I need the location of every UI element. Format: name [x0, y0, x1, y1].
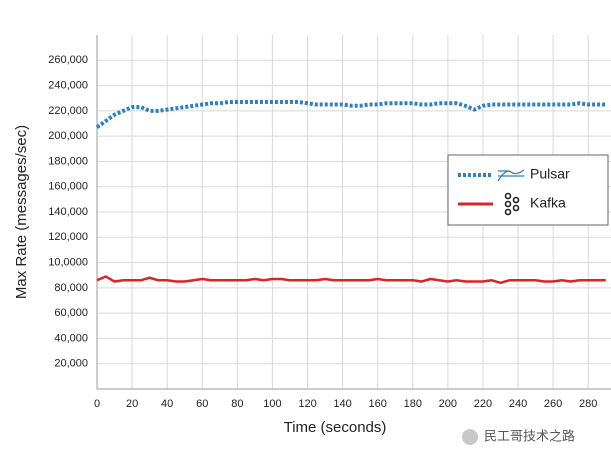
legend-box	[447, 154, 609, 226]
x-tick-label: 180	[404, 398, 422, 410]
x-tick-label: 160	[369, 398, 387, 410]
x-tick-label: 200	[439, 398, 457, 410]
legend-label: Pulsar	[530, 166, 570, 182]
y-tick-label: 160,000	[48, 181, 88, 193]
y-tick-label: 140,000	[48, 206, 88, 218]
y-tick-label: 20,000	[54, 358, 88, 370]
y-tick-label: 200,000	[48, 130, 88, 142]
y-tick-label: 180,000	[48, 155, 88, 167]
watermark-icon	[462, 429, 478, 445]
series	[95, 100, 606, 285]
legend: Pulsar Kafka	[447, 154, 609, 226]
x-tick-label: 100	[263, 398, 281, 410]
legend-icon	[497, 169, 525, 182]
x-axis-title: Time (seconds)	[284, 419, 387, 436]
x-tick-label: 140	[333, 398, 351, 410]
y-tick-label: 10,0000	[48, 256, 88, 268]
legend-icon	[504, 192, 520, 216]
y-tick-label: 80,000	[54, 282, 88, 294]
y-tick-label: 240,000	[48, 79, 88, 91]
series-line	[95, 100, 606, 129]
x-tick-label: 120	[298, 398, 316, 410]
watermark: 民工哥技术之路	[484, 428, 575, 443]
x-tick-label: 0	[94, 398, 100, 410]
legend-label: Kafka	[530, 195, 566, 211]
y-axis-title: Max Rate (messages/sec)	[13, 125, 30, 299]
y-tick-label: 260,000	[48, 54, 88, 66]
y-tick-label: 60,000	[54, 307, 88, 319]
x-tick-label: 60	[196, 398, 208, 410]
x-tick-label: 40	[161, 398, 173, 410]
y-tick-label: 40,000	[54, 332, 88, 344]
x-tick-label: 80	[231, 398, 243, 410]
y-tick-label: 120,000	[48, 231, 88, 243]
y-tick-label: 220,000	[48, 105, 88, 117]
series-line	[96, 275, 606, 285]
x-tick-label: 240	[509, 398, 527, 410]
x-tick-label: 280	[579, 398, 597, 410]
x-tick-label: 260	[544, 398, 562, 410]
x-tick-label: 220	[474, 398, 492, 410]
x-tick-label: 20	[126, 398, 138, 410]
